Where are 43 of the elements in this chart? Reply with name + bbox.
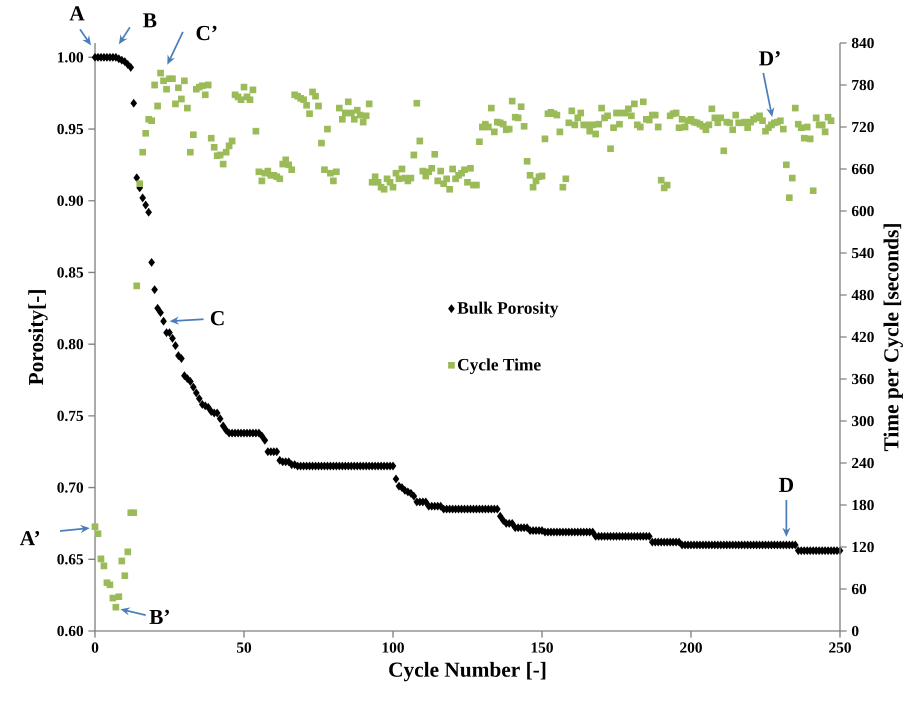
y-tick-label: 0.85 bbox=[57, 267, 84, 278]
y-tick-label: 0.95 bbox=[57, 124, 84, 134]
y2-tick-label: 0 bbox=[852, 626, 858, 636]
y-tick-label: 0.75 bbox=[57, 410, 84, 422]
x-axis-title: Cycle Number [-] bbox=[389, 662, 546, 682]
annotation: D bbox=[779, 478, 794, 492]
y-tick-label: 0.80 bbox=[57, 338, 84, 350]
annotation: D’ bbox=[759, 51, 780, 66]
y-tick-label: 0.65 bbox=[57, 554, 84, 564]
y2-tick-label: 660 bbox=[852, 164, 874, 174]
text: C’ bbox=[196, 26, 216, 40]
y2-tick-label: 120 bbox=[852, 542, 874, 552]
y2-tick-label: 720 bbox=[852, 122, 874, 132]
x-tick-label: 50 bbox=[236, 642, 252, 653]
annotation: B’ bbox=[150, 610, 169, 624]
y2-tick-label: 240 bbox=[852, 458, 874, 468]
y-tick-label: 0.90 bbox=[57, 196, 84, 206]
y2-axis-title: Time per Cycle [seconds] bbox=[884, 224, 903, 452]
y2-tick-label: 360 bbox=[852, 374, 874, 384]
x-tick-label: 200 bbox=[680, 642, 702, 653]
annotation: C bbox=[210, 311, 224, 326]
annotation: B bbox=[143, 13, 156, 28]
y-tick-label: 0.70 bbox=[57, 482, 84, 493]
y-tick-label: 0.60 bbox=[57, 626, 84, 636]
y-axis-title: Porosity[-] bbox=[28, 290, 48, 386]
y2-tick-label: 780 bbox=[852, 80, 874, 90]
y2-tick-label: 840 bbox=[852, 38, 874, 48]
y2-tick-label: 600 bbox=[852, 206, 874, 216]
x-tick-label: 150 bbox=[532, 642, 553, 653]
legend-label: Cycle Time bbox=[458, 358, 541, 374]
y2-tick-label: 180 bbox=[852, 500, 874, 510]
x-tick-label: 100 bbox=[382, 642, 404, 653]
y2-tick-label: 540 bbox=[852, 248, 874, 258]
y2-tick-label: 420 bbox=[852, 332, 874, 342]
x-tick-label: 0 bbox=[92, 642, 98, 653]
y2-tick-label: 60 bbox=[852, 584, 866, 594]
x-tick-label: 250 bbox=[829, 642, 851, 653]
text: A’ bbox=[20, 530, 40, 546]
legend-label: Bulk Porosity bbox=[457, 302, 558, 318]
y-tick-label: 1.00 bbox=[58, 52, 84, 63]
y2-tick-label: 300 bbox=[852, 416, 874, 426]
y2-tick-label: 480 bbox=[852, 290, 874, 300]
annotation: A bbox=[70, 6, 85, 20]
